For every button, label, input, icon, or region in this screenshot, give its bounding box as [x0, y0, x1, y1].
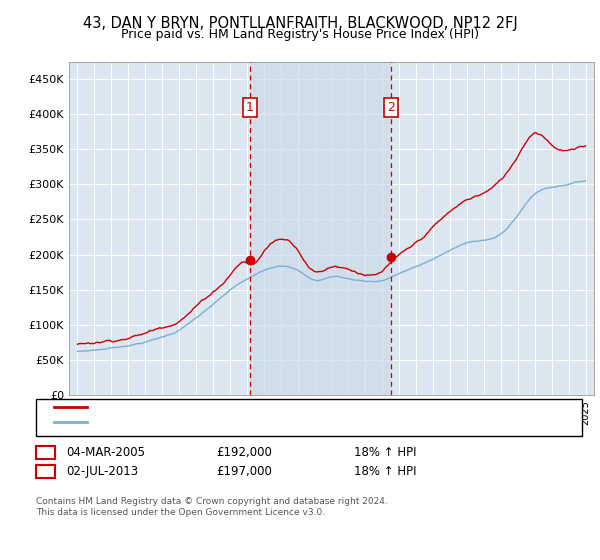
Text: 02-JUL-2013: 02-JUL-2013 — [66, 465, 138, 478]
Text: 1: 1 — [42, 446, 49, 459]
Text: 43, DAN Y BRYN, PONTLLANFRAITH, BLACKWOOD, NP12 2FJ: 43, DAN Y BRYN, PONTLLANFRAITH, BLACKWOO… — [83, 16, 517, 31]
Text: 43, DAN Y BRYN, PONTLLANFRAITH, BLACKWOOD, NP12 2FJ (detached house): 43, DAN Y BRYN, PONTLLANFRAITH, BLACKWOO… — [93, 402, 497, 412]
Text: 18% ↑ HPI: 18% ↑ HPI — [354, 465, 416, 478]
Text: 04-MAR-2005: 04-MAR-2005 — [66, 446, 145, 459]
Bar — [250, 62, 391, 395]
Text: Price paid vs. HM Land Registry's House Price Index (HPI): Price paid vs. HM Land Registry's House … — [121, 28, 479, 41]
Text: 18% ↑ HPI: 18% ↑ HPI — [354, 446, 416, 459]
Text: 2: 2 — [387, 101, 395, 114]
Text: 1: 1 — [246, 101, 254, 114]
Text: £192,000: £192,000 — [216, 446, 272, 459]
Text: Contains HM Land Registry data © Crown copyright and database right 2024.
This d: Contains HM Land Registry data © Crown c… — [36, 497, 388, 517]
Text: 2: 2 — [42, 465, 49, 478]
Text: £197,000: £197,000 — [216, 465, 272, 478]
Text: HPI: Average price, detached house, Caerphilly: HPI: Average price, detached house, Caer… — [93, 417, 339, 427]
